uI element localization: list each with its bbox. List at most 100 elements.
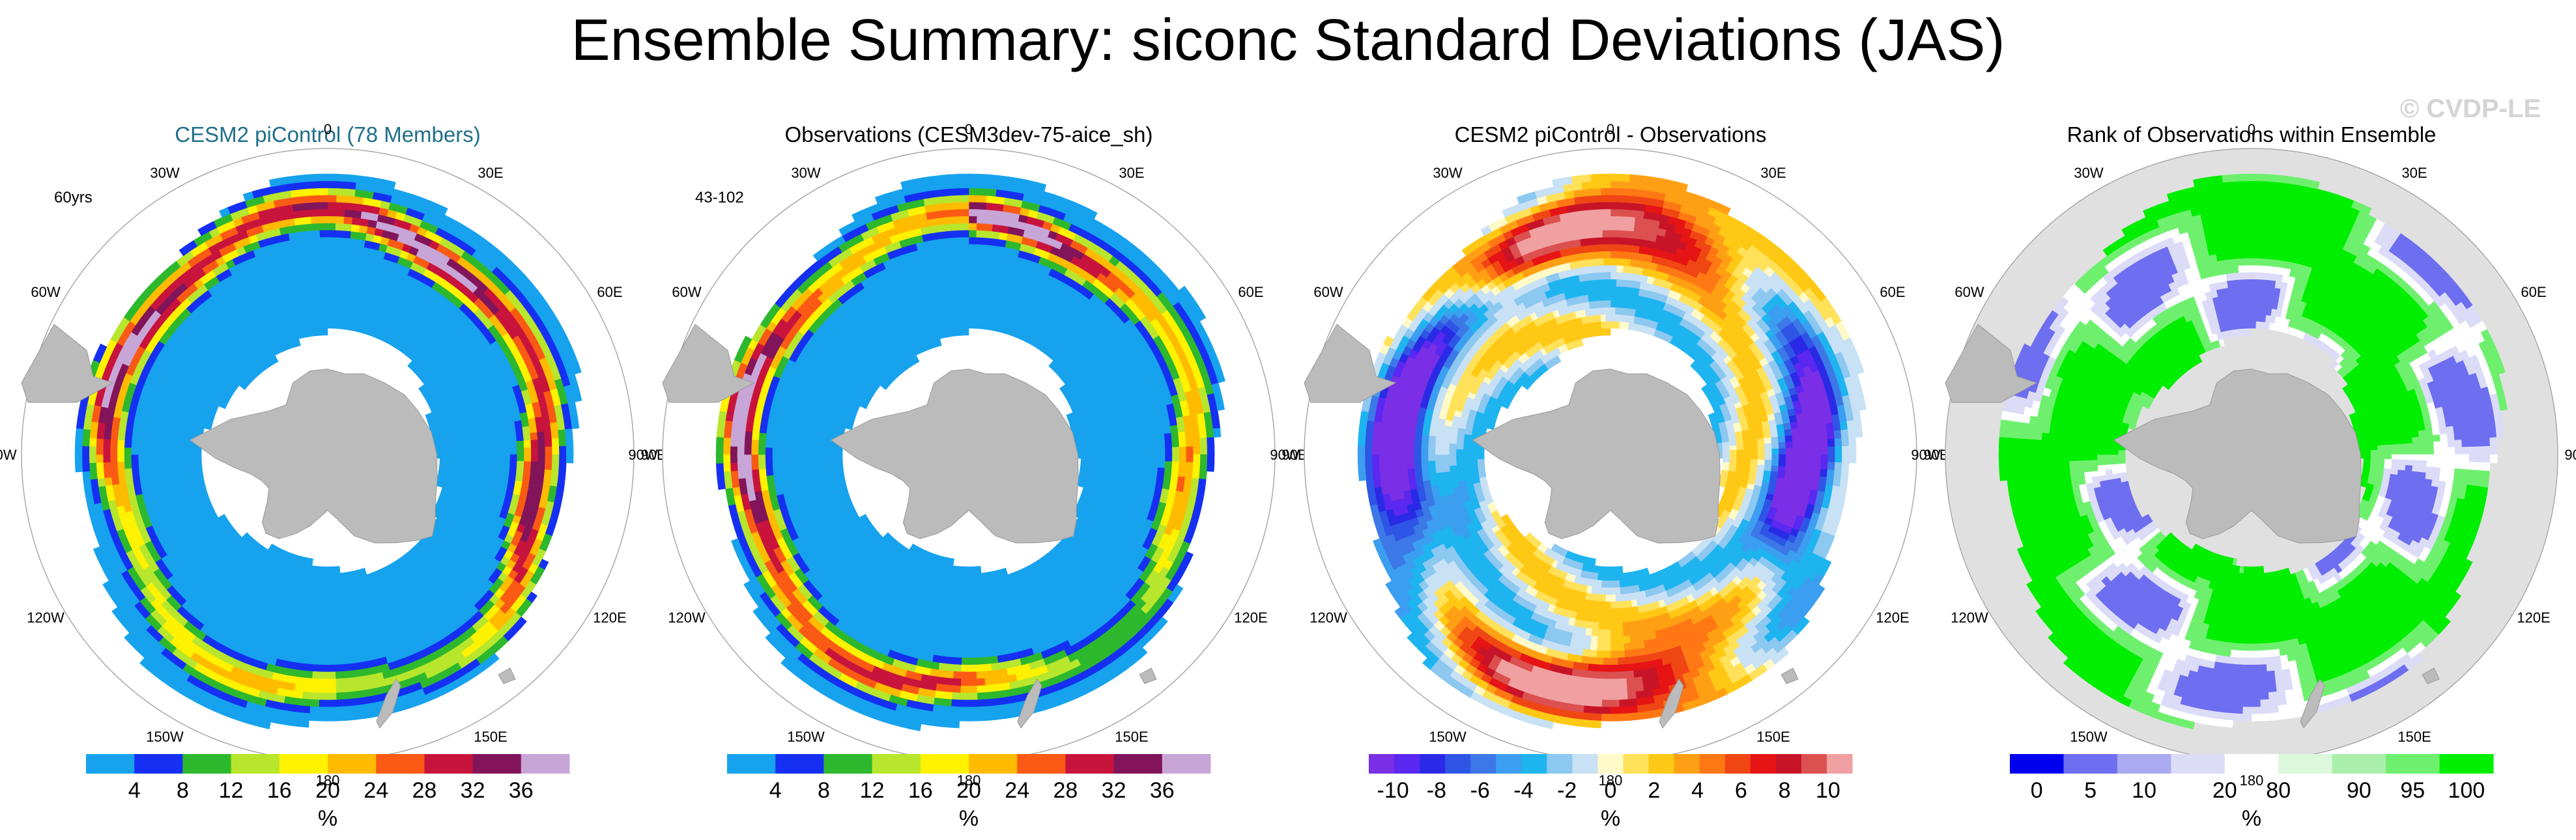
heatmap-cell (529, 425, 537, 434)
heatmap-cell (315, 272, 322, 280)
heatmap-cell (1100, 434, 1109, 441)
heatmap-cell (814, 469, 823, 477)
heatmap-cell (348, 649, 356, 658)
heatmap-cell (1123, 443, 1131, 450)
heatmap-cell (979, 286, 987, 294)
heatmap-cell (321, 629, 328, 637)
heatmap-cell (327, 236, 336, 245)
heatmap-cell (84, 487, 93, 497)
heatmap-cell (335, 678, 345, 686)
heatmap-cell (165, 459, 174, 466)
heatmap-cell (1093, 436, 1102, 442)
heatmap-cell (288, 175, 300, 184)
heatmap-cell (350, 613, 358, 622)
heatmap-cell (289, 661, 299, 671)
heatmap-cell (558, 429, 566, 439)
heatmap-cell (550, 477, 558, 487)
heatmap-cell (948, 307, 954, 316)
heatmap-cell (979, 293, 986, 301)
heatmap-cell (474, 454, 483, 460)
heatmap-cell (130, 447, 139, 455)
heatmap-cell (460, 463, 468, 469)
heatmap-cell (145, 441, 153, 449)
heatmap-cell (165, 449, 174, 455)
heatmap-cell (1122, 465, 1130, 472)
heatmap-cell (146, 472, 154, 481)
heatmap-cell (332, 314, 338, 322)
heatmap-cell (295, 677, 305, 685)
heatmap-cell (83, 420, 92, 430)
heatmap-cell (822, 469, 830, 475)
heatmap-cell (346, 181, 357, 190)
heatmap-cell (173, 438, 182, 445)
heatmap-cell (334, 657, 343, 665)
heatmap-cell (279, 716, 291, 726)
heatmap-cell (344, 698, 354, 707)
heatmap-cell (187, 463, 195, 469)
heatmap-cell (354, 647, 364, 656)
heatmap-cell (117, 461, 125, 469)
heatmap-cell (96, 438, 104, 447)
heatmap-cell (453, 458, 461, 464)
heatmap-cell (327, 272, 335, 280)
heatmap-cell (453, 440, 461, 446)
heatmap-cell (145, 454, 153, 462)
heatmap-cell (555, 486, 565, 496)
heatmap-cell (327, 216, 337, 223)
heatmap-cell (337, 593, 344, 602)
heatmap-cell (305, 294, 312, 302)
heatmap-cell (321, 623, 328, 630)
heatmap-cell (309, 286, 317, 294)
heatmap-cell (124, 461, 132, 469)
heatmap-cell (1080, 445, 1089, 451)
heatmap-cell (517, 454, 525, 462)
heatmap-cell (109, 461, 118, 470)
heatmap-cell (319, 229, 328, 238)
heatmap-cell (345, 279, 352, 288)
heatmap-cell (103, 438, 111, 447)
heatmap-cell (298, 656, 307, 664)
heatmap-cell (292, 697, 302, 707)
heatmap-cell (509, 460, 518, 468)
heatmap-cell (968, 292, 975, 301)
heatmap-cell (1102, 454, 1109, 460)
heatmap-cell (321, 643, 328, 652)
heatmap-cell (317, 587, 324, 595)
heatmap-cell (327, 629, 335, 637)
heatmap-cell (180, 454, 188, 460)
heatmap-cell (300, 705, 311, 714)
heatmap-cell (319, 573, 324, 581)
heatmap-cell (146, 428, 154, 437)
heatmap-cell (958, 307, 964, 315)
heatmap-cell (1115, 449, 1124, 455)
heatmap-cell (82, 428, 91, 438)
heatmap-cell (559, 454, 567, 464)
heatmap-cell (964, 314, 969, 322)
heatmap-cell (974, 286, 981, 294)
heatmap-cell (327, 320, 333, 329)
heatmap-cell (299, 649, 308, 658)
heatmap-cell (166, 465, 175, 472)
heatmap-cell (344, 614, 352, 623)
heatmap-cell (964, 587, 969, 595)
heatmap-cell (312, 236, 321, 245)
heatmap-cell (327, 636, 335, 645)
heatmap-cell (74, 436, 83, 447)
heatmap-cell (96, 462, 104, 471)
heatmap-cell (167, 470, 175, 477)
heatmap-cell (75, 428, 84, 438)
heatmap-cell (289, 718, 300, 727)
heatmap-cell (173, 464, 182, 471)
heatmap-cell (327, 623, 334, 630)
heatmap-cell (327, 180, 338, 189)
heatmap-cell (481, 449, 490, 455)
lon-tick-label: 30W (150, 165, 179, 181)
heatmap-cell (544, 462, 552, 471)
heatmap-cell (321, 264, 328, 273)
heatmap-cell (193, 449, 202, 455)
heatmap-cell (313, 244, 321, 252)
heatmap-cell (567, 402, 577, 412)
heatmap-cell (299, 712, 310, 721)
heatmap-cell (291, 654, 300, 664)
heatmap-cell (343, 677, 352, 686)
